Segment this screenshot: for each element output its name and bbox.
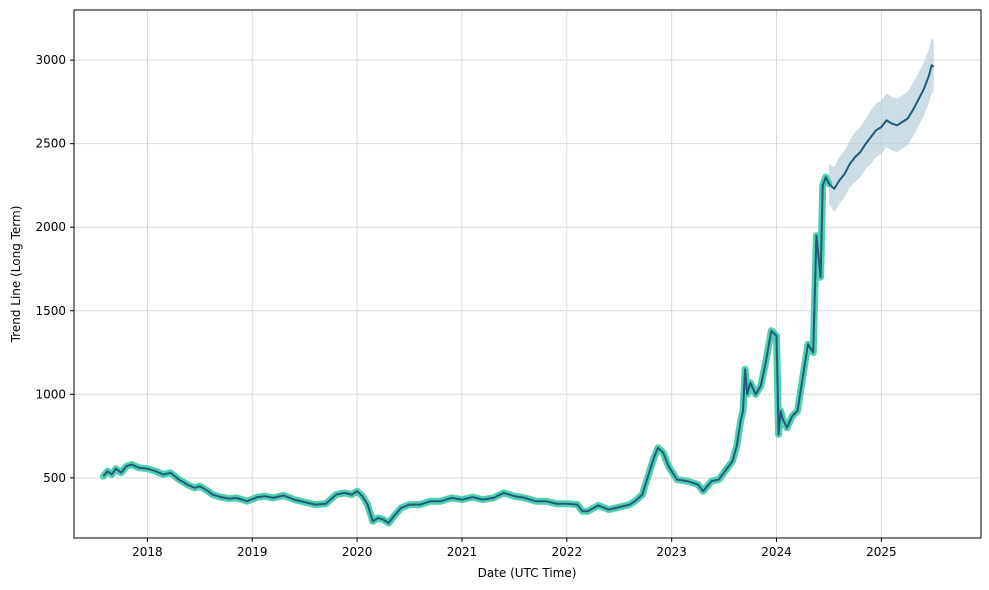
x-tick-label: 2021	[447, 545, 478, 559]
forecast-band-group	[829, 38, 934, 213]
y-tick-label: 2500	[35, 137, 66, 151]
x-tick-label: 2025	[866, 545, 897, 559]
x-tick-label: 2020	[342, 545, 373, 559]
y-tick-label: 1000	[35, 387, 66, 401]
y-axis-label: Trend Line (Long Term)	[9, 206, 23, 344]
series-lines	[99, 64, 935, 527]
y-tick-label: 2000	[35, 220, 66, 234]
x-tick-label: 2022	[552, 545, 583, 559]
x-tick-label: 2018	[132, 545, 163, 559]
x-axis-label: Date (UTC Time)	[478, 566, 577, 580]
y-tick-label: 500	[43, 471, 66, 485]
forecast-confidence-band	[829, 38, 934, 213]
grid-lines	[74, 10, 981, 538]
x-tick-label: 2019	[237, 545, 268, 559]
y-tick-label: 1500	[35, 304, 66, 318]
x-axis-ticks: 2018 2019 2020 2021 2022 2023 2024 2025	[132, 538, 897, 559]
x-tick-label: 2023	[656, 545, 687, 559]
y-axis-ticks: 500 1000 1500 2000 2500 3000	[35, 53, 74, 485]
y-tick-label: 3000	[35, 53, 66, 67]
plot-frame	[73, 9, 982, 539]
historical-trend-line	[102, 176, 830, 524]
forecast-trend-line	[828, 64, 935, 190]
x-tick-label: 2024	[761, 545, 792, 559]
